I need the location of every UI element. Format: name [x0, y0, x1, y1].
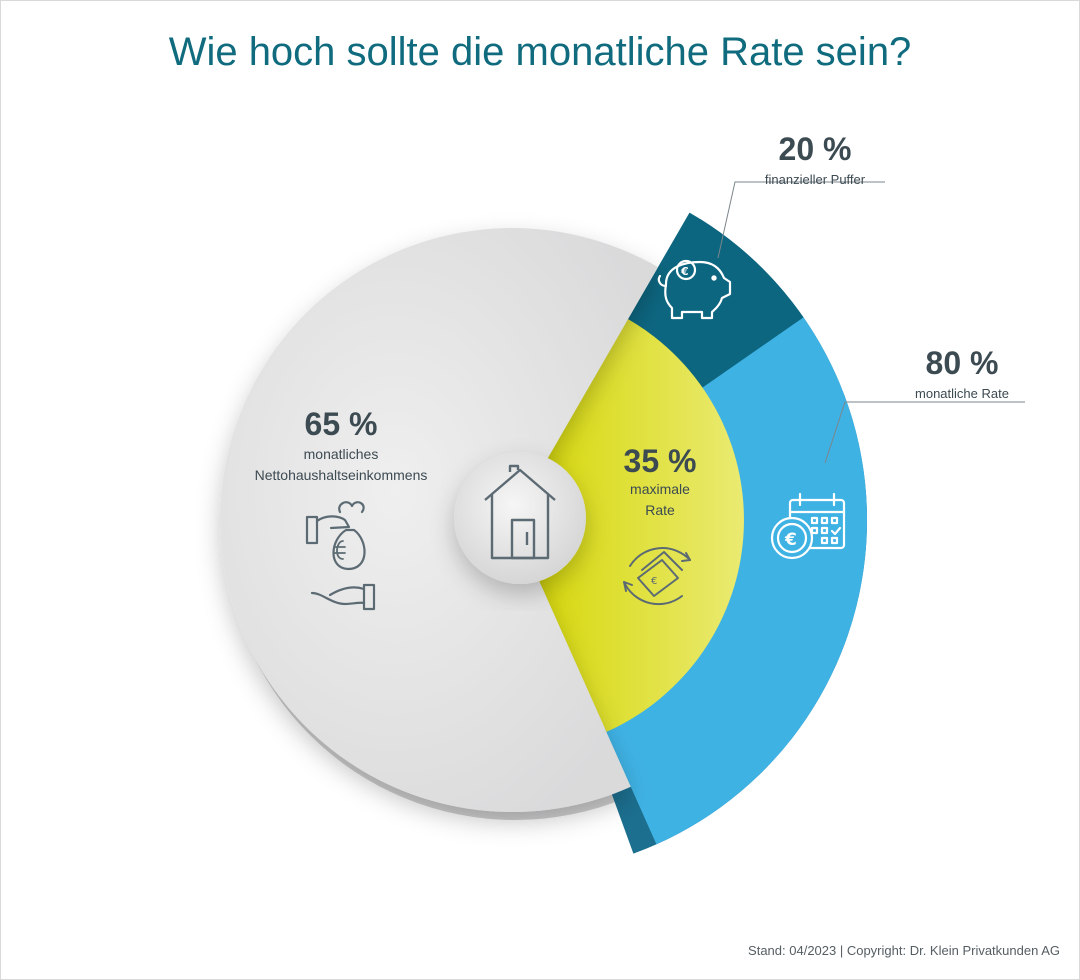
slice-buffer — [626, 212, 804, 390]
footer-copyright: Stand: 04/2023 | Copyright: Dr. Klein Pr… — [748, 943, 1060, 958]
pie-chart: € € € 65 % monatliches Nettohaushaltsein… — [220, 131, 1025, 854]
svg-text:€: € — [680, 265, 689, 278]
leader-line-monthly — [824, 401, 1025, 464]
label-pct-income: 65 % — [305, 406, 378, 442]
label-pct-buffer: 20 % — [779, 131, 852, 167]
label-pct-rate: 35 % — [624, 443, 697, 479]
svg-text:€: € — [651, 576, 657, 587]
label-name-income-line2: Nettohaushaltseinkommens — [255, 467, 428, 483]
slice-income — [220, 228, 658, 813]
chart-title: Wie hoch sollte die monatliche Rate sein… — [168, 30, 912, 74]
label-name-monthly: monatliche Rate — [915, 386, 1009, 401]
house-icon — [484, 464, 556, 560]
slice-monthly-rate — [604, 317, 867, 845]
money-bag-hand-icon — [305, 501, 376, 611]
label-name-rate-line1: maximale — [630, 481, 690, 497]
cash-cycle-icon: € — [623, 547, 691, 606]
svg-text:€: € — [784, 530, 797, 550]
slice-max-rate — [512, 319, 744, 732]
label-name-income-line1: monatliches — [304, 446, 379, 462]
leader-line-buffer — [717, 181, 885, 259]
label-name-rate-line2: Rate — [645, 502, 675, 518]
center-circle — [454, 452, 586, 584]
label-name-buffer: finanzieller Puffer — [765, 172, 866, 187]
calendar-euro-icon: € — [770, 492, 846, 560]
piggy-bank-icon: € — [657, 259, 732, 320]
label-pct-monthly: 80 % — [926, 345, 999, 381]
